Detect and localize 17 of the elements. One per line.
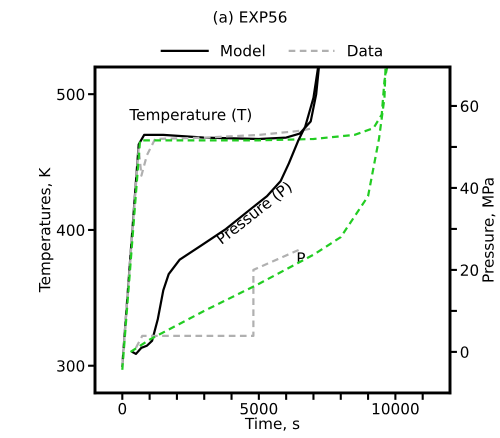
y2-tick-label: 40 xyxy=(460,182,478,194)
y2-tick-label: 20 xyxy=(460,264,478,276)
x-tick-label: 5000 xyxy=(240,402,278,414)
x-tick-label: 10000 xyxy=(372,402,419,414)
y-tick-label: 500 xyxy=(57,88,84,100)
chart-title: (a) EXP56 xyxy=(214,10,286,25)
x-tick-label: 0 xyxy=(118,402,126,414)
y-axis-title: Temperatures, K xyxy=(39,167,54,292)
legend-label: Data xyxy=(348,45,382,56)
y-tick-label: 300 xyxy=(57,360,84,372)
y2-tick-label: 60 xyxy=(460,100,478,112)
y2-tick-label: 0 xyxy=(460,346,468,358)
x-axis-title: Time, s xyxy=(244,417,300,431)
annotation: Temperature (T) xyxy=(129,108,251,124)
y2-axis-title: Pressure, MPa xyxy=(482,178,496,282)
legend-label: Model xyxy=(221,44,264,56)
y-tick-label: 400 xyxy=(56,224,84,236)
